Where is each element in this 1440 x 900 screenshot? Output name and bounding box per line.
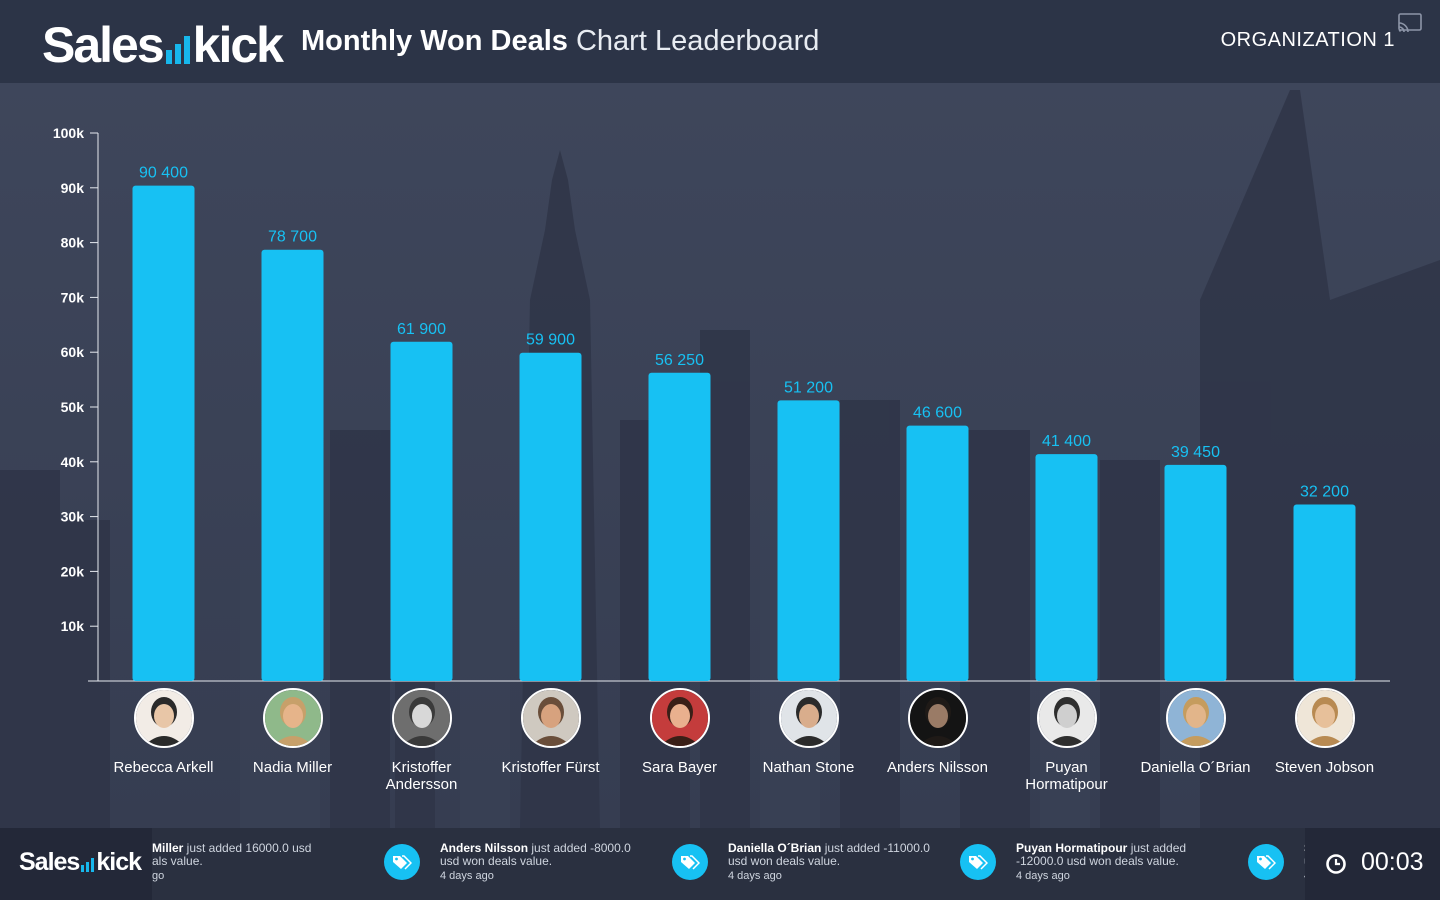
avatar-woman-blonde [133, 688, 194, 748]
title-strong: Monthly Won Deals [301, 25, 568, 57]
y-tick-label: 80k [61, 235, 85, 251]
ticker-text: Stevenusd wor [1304, 842, 1305, 867]
person-name: Steven Jobson [1274, 759, 1375, 776]
bar [906, 425, 969, 681]
bar-value-label: 56 250 [655, 352, 704, 369]
person-10: Steven Jobson [1260, 688, 1390, 776]
bar [132, 185, 195, 681]
avatar-man-dark-hair [778, 688, 839, 748]
person-name: Kristoffer Fürst [501, 759, 600, 776]
logo-bars-icon [165, 36, 190, 64]
header-bar: Sales kick Monthly Won Deals Chart Leade… [0, 0, 1440, 83]
avatar-man-beard-dark [907, 688, 968, 748]
page-title: Monthly Won Deals Chart Leaderboard [301, 22, 819, 60]
ticker-time: 4 days ago [1016, 870, 1070, 882]
person-6: Nathan Stone [744, 688, 874, 776]
person-name: Anders Nilsson [887, 759, 988, 776]
ticker-text: Miller just added 16000.0 usd als value. [152, 841, 312, 868]
ticker-text: Daniella O´Brian just added -11000.0 usd … [728, 841, 930, 868]
person-name: Rebecca Arkell [113, 759, 214, 776]
bar [1293, 504, 1356, 681]
clock-icon [1326, 854, 1346, 874]
y-tick-label: 30k [61, 509, 85, 525]
person-9: Daniella O´Brian [1131, 688, 1261, 776]
person-name: Puyan Hormatipour [1025, 759, 1108, 793]
person-2: Nadia Miller [228, 688, 358, 776]
person-4: Kristoffer Fürst [486, 688, 616, 776]
person-name: Nathan Stone [762, 759, 855, 776]
bar [777, 400, 840, 681]
avatar-woman-outdoor [262, 688, 323, 748]
avatar-man-glasses-bw [391, 688, 452, 748]
y-tick-label: 90k [61, 180, 85, 196]
bar-value-label: 51 200 [784, 379, 833, 396]
y-tick-label: 100k [53, 125, 84, 141]
bar-value-label: 39 450 [1171, 444, 1220, 461]
y-tick-label: 60k [61, 344, 85, 360]
won-deals-chart: 10k 20k 30k 40k 50k 60k 70k 80k 90k 100k 90 400 78 … [53, 125, 1390, 682]
organization-name: ORGANIZATION 1 [1220, 29, 1395, 51]
bar-value-label: 90 400 [139, 165, 188, 182]
person-7: Anders Nilsson [873, 688, 1003, 776]
avatar-man-glasses-beard [520, 688, 581, 748]
person-name: Nadia Miller [252, 759, 333, 776]
person-name: Kristoffer Andersson [385, 759, 458, 793]
bar-value-label: 41 400 [1042, 433, 1091, 450]
tag-icon [1248, 844, 1284, 880]
bar [519, 352, 582, 681]
bar-value-label: 61 900 [397, 321, 446, 338]
person-name: Sara Bayer [641, 759, 718, 776]
person-5: Sara Bayer [615, 688, 745, 776]
ticker-time: go [152, 870, 165, 882]
bar [1164, 464, 1227, 681]
y-tick-label: 20k [61, 563, 85, 579]
footer-logo-bars-icon [81, 858, 95, 872]
footer-logo: Sales kick [0, 828, 152, 900]
avatar-woman-bed [1294, 688, 1355, 748]
title-light: Chart Leaderboard [575, 25, 820, 57]
bar-value-label: 78 700 [268, 229, 317, 246]
tag-icon [384, 844, 420, 880]
tag-icon [672, 844, 708, 880]
ticker-time: 4 days ago [440, 870, 494, 882]
person-3: Kristoffer Andersson [357, 688, 487, 793]
cast-icon[interactable] [1398, 13, 1422, 33]
ticker-time: 4 days a [1304, 870, 1305, 882]
person-name: Daniella O´Brian [1140, 759, 1251, 776]
avatar-man-suit-bw [1036, 688, 1097, 748]
bar [261, 249, 324, 681]
person-8: Puyan Hormatipour [1002, 688, 1132, 793]
person-1: Rebecca Arkell [99, 688, 229, 776]
bar-value-label: 32 200 [1300, 484, 1349, 501]
footer-bar: Miller just added 16000.0 usd als value. g… [0, 828, 1440, 900]
clock: 00:03 [1305, 828, 1440, 900]
ticker-text: Puyan Hormatipour just added -12000.0 usd… [1016, 841, 1187, 868]
y-tick-label: 50k [61, 399, 85, 415]
bar-value-label: 59 900 [526, 332, 575, 349]
clock-time: 00:03 [1361, 848, 1424, 876]
activity-ticker: Miller just added 16000.0 usd als value. g… [152, 828, 1305, 900]
avatar-woman-red [649, 688, 710, 748]
bar-value-label: 46 600 [913, 405, 962, 422]
bar [648, 372, 711, 681]
avatar-woman-beach [1165, 688, 1226, 748]
tag-icon [960, 844, 996, 880]
y-tick-label: 10k [61, 618, 85, 634]
ticker-time: 4 days ago [728, 870, 782, 882]
ticker-text: Anders Nilsson just added -8000.0 usd won… [440, 841, 631, 868]
y-tick-label: 40k [61, 454, 85, 470]
bar [1035, 454, 1098, 681]
bar [390, 341, 453, 681]
saleskick-logo: Sales kick [42, 17, 284, 73]
y-tick-label: 70k [61, 289, 85, 305]
